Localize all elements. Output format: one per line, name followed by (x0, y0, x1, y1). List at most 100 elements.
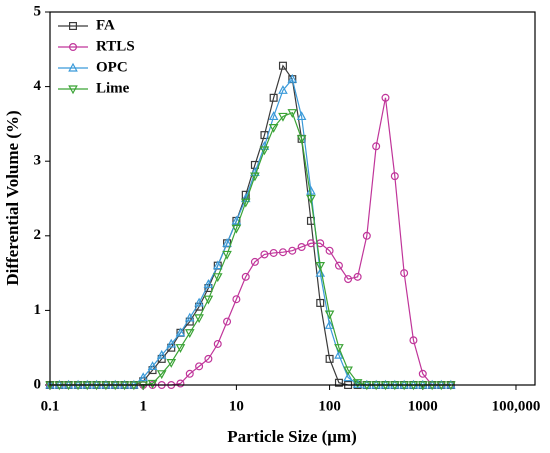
legend-marker (68, 22, 77, 31)
series-line (50, 97, 451, 386)
x-axis-label: Particle Size (μm) (227, 427, 357, 446)
data-point (315, 262, 326, 271)
data-point (334, 349, 344, 359)
x-tick-label: 100 (318, 398, 341, 414)
plot-frame (49, 11, 536, 386)
data-point (147, 379, 158, 389)
data-point (344, 275, 353, 284)
legend-marker (68, 85, 78, 95)
x-tick-label: 0.1 (41, 398, 60, 414)
legend-label: Lime (96, 80, 130, 96)
data-point (175, 327, 186, 337)
data-point (223, 317, 232, 326)
data-point (212, 260, 223, 270)
data-point (195, 362, 204, 371)
data-point (296, 111, 307, 121)
data-point (306, 239, 315, 248)
data-point (306, 185, 316, 195)
data-point (296, 135, 307, 145)
data-point (203, 279, 214, 288)
data-point (324, 320, 335, 329)
data-point (269, 93, 278, 102)
y-tick-label: 5 (34, 3, 42, 19)
legend-label: RTLS (96, 38, 135, 54)
y-tick-label: 4 (34, 78, 42, 94)
data-point (287, 73, 298, 83)
data-point (334, 344, 344, 353)
data-point (325, 354, 334, 363)
data-point (334, 378, 343, 387)
data-point (194, 314, 204, 324)
data-point (372, 142, 381, 151)
data-point (212, 273, 223, 283)
x-tick-label: 100,000 (492, 398, 541, 414)
legend-label: FA (96, 17, 115, 33)
data-point (269, 248, 278, 257)
data-point (147, 361, 158, 370)
data-point (260, 250, 269, 259)
data-point (184, 312, 195, 322)
data-point (268, 124, 279, 133)
data-point (232, 295, 241, 304)
data-point (175, 344, 186, 353)
data-point (203, 295, 214, 305)
data-point (278, 248, 287, 257)
data-point (184, 329, 195, 339)
data-point (176, 379, 185, 388)
data-point (343, 366, 353, 376)
data-point (316, 298, 325, 307)
data-point (231, 224, 242, 234)
y-tick-label: 3 (34, 153, 42, 169)
data-point (250, 257, 259, 266)
data-point (250, 172, 260, 182)
data-point (362, 231, 371, 240)
data-point (185, 369, 194, 378)
series-line (50, 111, 451, 386)
data-point (222, 238, 232, 247)
data-point (194, 297, 204, 307)
data-point (278, 61, 287, 70)
data-point (324, 310, 335, 320)
data-point (381, 93, 390, 102)
data-point (156, 349, 167, 359)
data-point (352, 379, 363, 389)
data-point (278, 112, 288, 122)
legend-label: OPC (96, 59, 128, 75)
data-point (287, 109, 298, 118)
data-point (278, 85, 288, 94)
data-point (418, 369, 427, 378)
data-point (325, 246, 334, 255)
y-axis-label: Differential Volume (%) (3, 110, 22, 285)
y-tick-label: 0 (34, 376, 42, 392)
legend-marker (68, 42, 77, 51)
data-point (390, 172, 399, 181)
data-point (306, 194, 316, 204)
series-line (50, 64, 451, 386)
data-point (241, 272, 250, 281)
data-point (213, 339, 222, 348)
x-tick-label: 1 (139, 398, 147, 414)
x-tick-label: 1000 (408, 398, 438, 414)
data-point (288, 246, 297, 255)
data-point (353, 272, 362, 281)
data-point (259, 146, 270, 156)
data-point (204, 354, 213, 363)
data-point (409, 336, 418, 345)
data-point (138, 372, 149, 382)
data-point (297, 242, 306, 251)
data-point (166, 359, 177, 368)
data-point (240, 198, 251, 208)
data-point (166, 338, 177, 348)
series-line (50, 77, 451, 386)
x-tick-label: 10 (229, 398, 244, 414)
y-tick-label: 1 (34, 302, 42, 318)
data-point (343, 372, 353, 382)
legend-marker (68, 62, 78, 72)
data-point (268, 111, 279, 121)
data-point (231, 215, 242, 225)
data-point (400, 269, 409, 278)
data-point (334, 261, 343, 270)
y-tick-label: 2 (34, 227, 42, 243)
data-point (156, 370, 167, 380)
